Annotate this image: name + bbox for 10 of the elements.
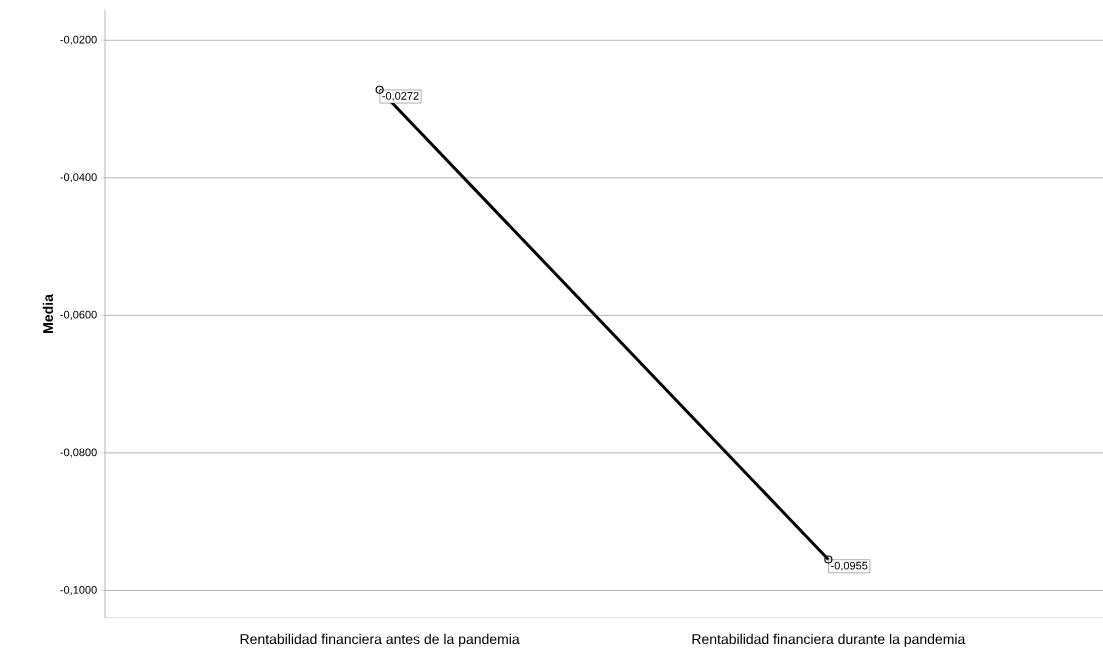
- y-tick-label: -0,0400: [60, 173, 97, 183]
- x-tick-label: Rentabilidad financiera durante la pandemia: [692, 633, 966, 647]
- y-tick-label: -0,0200: [60, 35, 97, 45]
- data-label: -0,0955: [831, 561, 868, 571]
- y-tick-label: -0,0800: [60, 448, 97, 458]
- y-axis-title: Media: [42, 294, 54, 333]
- x-tick-label: Rentabilidad financiera antes de la pandemia: [240, 633, 520, 647]
- data-label: -0,0272: [382, 91, 419, 102]
- y-tick-label: -0,0600: [60, 310, 97, 320]
- y-tick-label: -0,1000: [60, 585, 97, 596]
